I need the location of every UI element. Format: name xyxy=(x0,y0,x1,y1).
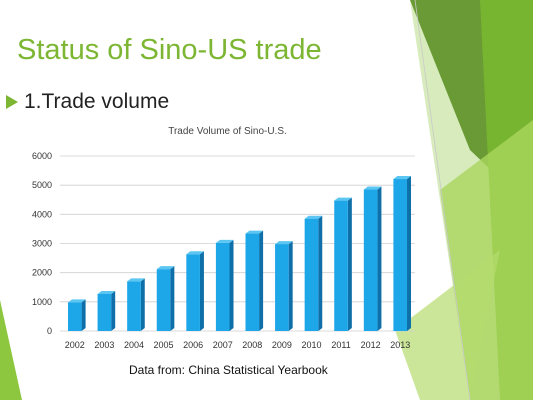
bar-side xyxy=(111,290,116,331)
bar-side xyxy=(318,215,323,331)
x-tick-label: 2005 xyxy=(154,340,174,350)
y-tick-label: 0 xyxy=(47,326,52,336)
x-tick-label: 2004 xyxy=(124,340,144,350)
bar-side xyxy=(347,197,352,331)
bar xyxy=(67,302,82,331)
chart-title: Trade Volume of Sino-U.S. xyxy=(168,126,287,137)
bar-top xyxy=(97,290,116,294)
bar-top xyxy=(156,266,175,270)
bar xyxy=(215,242,230,331)
x-tick-label: 2006 xyxy=(183,340,203,350)
x-tick-label: 2013 xyxy=(390,340,410,350)
slide-title: Status of Sino-US trade xyxy=(17,34,322,66)
x-tick-label: 2008 xyxy=(242,340,262,350)
bar-side xyxy=(199,251,204,331)
y-tick-label: 2000 xyxy=(32,268,52,278)
bar-side xyxy=(259,230,264,331)
bar xyxy=(156,269,171,331)
bar-top xyxy=(186,251,204,255)
source-note: Data from: China Statistical Yearbook xyxy=(129,363,328,377)
bar-top xyxy=(245,230,264,234)
bar-side xyxy=(170,266,175,331)
y-tick-label: 3000 xyxy=(32,239,52,249)
bar-top xyxy=(393,176,412,180)
bar-side xyxy=(288,241,293,331)
bar-side xyxy=(140,278,145,331)
bar-top xyxy=(334,197,352,201)
bar-side xyxy=(229,239,234,331)
bar xyxy=(186,254,200,331)
bar xyxy=(97,293,112,331)
x-tick-label: 2007 xyxy=(213,340,233,350)
x-tick-label: 2011 xyxy=(331,340,350,350)
bullet-item: 1.Trade volume xyxy=(6,90,169,114)
bar-side xyxy=(81,299,86,331)
y-tick-label: 6000 xyxy=(32,151,52,161)
bar-top xyxy=(215,239,234,243)
bar xyxy=(245,233,260,331)
x-tick-label: 2012 xyxy=(361,340,381,350)
bar-top xyxy=(275,241,293,245)
x-tick-label: 2009 xyxy=(272,340,292,350)
bar-top xyxy=(304,215,323,219)
bar xyxy=(393,179,408,331)
bar-side xyxy=(377,186,382,331)
bar xyxy=(127,281,141,331)
x-tick-label: 2010 xyxy=(301,340,321,350)
y-tick-label: 1000 xyxy=(32,297,52,307)
y-tick-label: 5000 xyxy=(32,180,52,190)
bullet-label: 1.Trade volume xyxy=(24,90,170,113)
x-tick-label: 2003 xyxy=(94,340,114,350)
x-tick-label: 2002 xyxy=(65,340,85,350)
triangle-arrow-icon xyxy=(6,95,18,109)
bar-top xyxy=(363,186,382,190)
bar xyxy=(304,218,319,331)
bar-chart: Trade Volume of Sino-U.S. 0 1000 2000 3000 40… xyxy=(32,126,415,350)
bar-top xyxy=(127,278,145,282)
bar xyxy=(363,189,378,331)
bar-side xyxy=(407,176,412,331)
bar xyxy=(334,200,348,331)
bar-top xyxy=(67,299,86,303)
y-tick-label: 4000 xyxy=(32,209,52,219)
bar xyxy=(275,244,289,331)
